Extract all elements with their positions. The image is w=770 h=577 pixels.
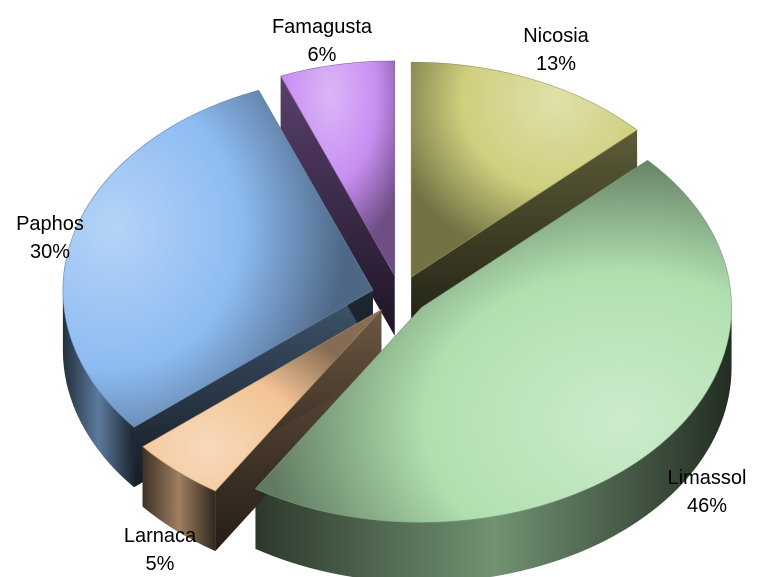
slice-label-nicosia: Nicosia 13% bbox=[486, 22, 626, 78]
pie-slice-nicosia bbox=[410, 61, 638, 278]
slice-name-limassol: Limassol bbox=[667, 467, 747, 489]
slice-label-limassol: Limassol 46% bbox=[637, 464, 770, 520]
slice-name-larnaca: Larnaca bbox=[123, 525, 197, 547]
slice-label-famagusta: Famagusta 6% bbox=[252, 13, 392, 69]
slice-percent-paphos: 30% bbox=[29, 241, 71, 263]
slice-name-famagusta: Famagusta bbox=[271, 16, 373, 38]
pie-slice-rim-larnaca bbox=[142, 446, 216, 552]
pie-slice-limassol bbox=[254, 159, 732, 523]
slice-name-paphos: Paphos bbox=[16, 213, 84, 235]
slice-label-paphos: Paphos 30% bbox=[0, 210, 120, 266]
slice-percent-larnaca: 5% bbox=[145, 553, 175, 575]
slice-percent-nicosia: 13% bbox=[535, 53, 577, 75]
pie-slice-larnaca bbox=[142, 309, 382, 492]
pie-slice-famagusta bbox=[280, 60, 396, 278]
slice-percent-famagusta: 6% bbox=[307, 44, 337, 66]
pie-slice-wall-famagusta-start bbox=[280, 76, 395, 336]
slice-percent-limassol: 46% bbox=[686, 495, 728, 517]
pie-slice-paphos bbox=[62, 89, 374, 428]
slice-name-nicosia: Nicosia bbox=[523, 25, 589, 47]
pie-slice-rim-paphos bbox=[62, 290, 135, 488]
pie-slice-rim-limassol bbox=[255, 307, 732, 577]
pie-slice-tops bbox=[62, 60, 732, 523]
slice-label-larnaca: Larnaca 5% bbox=[90, 522, 230, 577]
